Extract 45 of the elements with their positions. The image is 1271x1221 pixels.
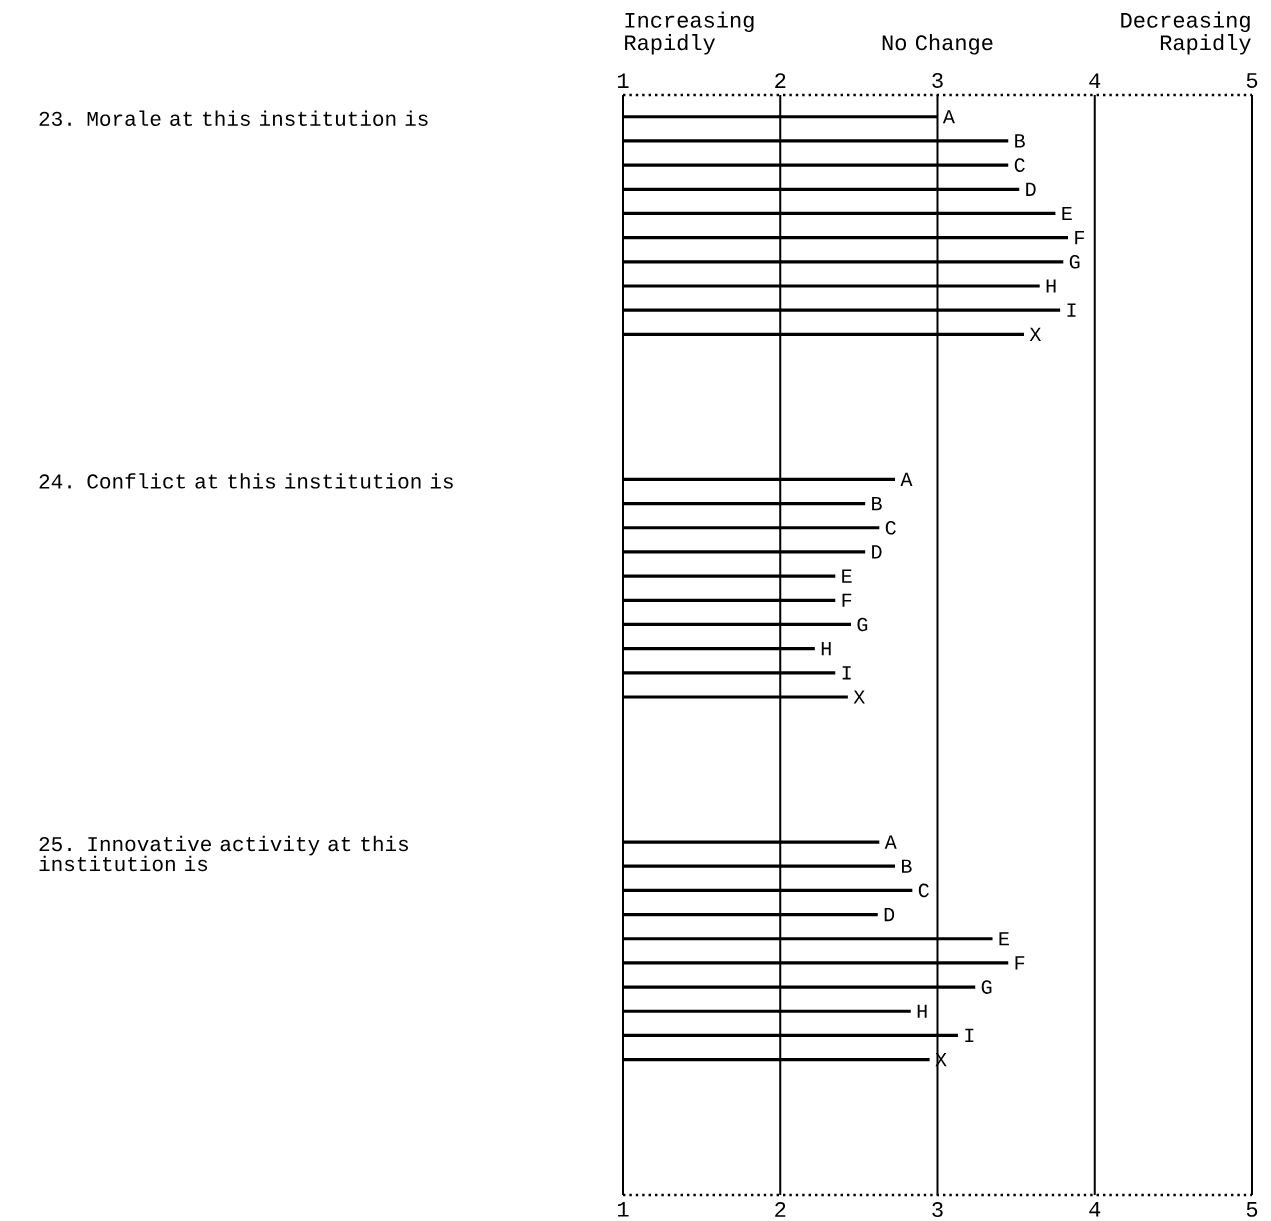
- y-tick-label: I: [1067, 303, 1076, 317]
- text: 24. Conflict at this institution is: [39, 473, 453, 489]
- y-tick-label: B: [1015, 134, 1025, 148]
- y-tick-label: F: [1075, 231, 1085, 245]
- x2-tick-label: 1: [618, 1202, 629, 1217]
- y-tick-label: E: [999, 932, 1009, 946]
- y-tick-label: G: [1069, 255, 1080, 269]
- y-tick-label: C: [1014, 158, 1025, 172]
- y-tick-label: G: [981, 980, 992, 994]
- text: 25. Innovative activity at this institution is: [39, 835, 408, 872]
- text: Increasing Rapidly: [625, 11, 754, 55]
- x-tick-label: 1: [618, 73, 629, 88]
- y-tick-label: F: [1015, 956, 1025, 970]
- y-tick-label: B: [902, 859, 912, 873]
- y-tick-label: I: [965, 1028, 974, 1043]
- y-tick-label: G: [857, 617, 868, 632]
- x2-tick-label: 2: [775, 1202, 786, 1217]
- y-tick-label: H: [821, 642, 831, 656]
- y-tick-label: H: [1046, 279, 1056, 293]
- x-tick-label: 4: [1089, 73, 1101, 88]
- y-tick-label: D: [884, 907, 895, 922]
- y-tick-label: E: [842, 569, 852, 583]
- x2-tick-label: 5: [1246, 1202, 1258, 1217]
- x-tick-label: 2: [775, 73, 786, 88]
- y-tick-label: X: [853, 690, 865, 704]
- text: No Change: [882, 34, 993, 55]
- y-tick-label: B: [872, 497, 882, 511]
- x-tick-label: 5: [1246, 73, 1258, 88]
- y-tick-label: H: [917, 1004, 927, 1018]
- y-tick-label: A: [900, 472, 913, 486]
- y-tick-label: A: [942, 110, 955, 124]
- x-tick-label: 3: [932, 73, 943, 88]
- y-tick-label: C: [918, 883, 929, 898]
- y-tick-label: C: [885, 520, 896, 535]
- x2-tick-label: 3: [932, 1202, 943, 1218]
- text: Decreasing Rapidly: [1121, 11, 1251, 55]
- y-tick-label: F: [842, 593, 852, 607]
- x2-tick-label: 4: [1089, 1202, 1101, 1217]
- y-tick-label: I: [842, 666, 851, 680]
- y-tick-label: X: [1029, 327, 1042, 341]
- y-tick-label: D: [872, 545, 882, 559]
- y-tick-label: D: [1026, 182, 1036, 196]
- y-tick-label: E: [1062, 206, 1072, 221]
- text: 23. Morale at this institution is: [39, 110, 428, 126]
- y-tick-label: A: [884, 835, 897, 849]
